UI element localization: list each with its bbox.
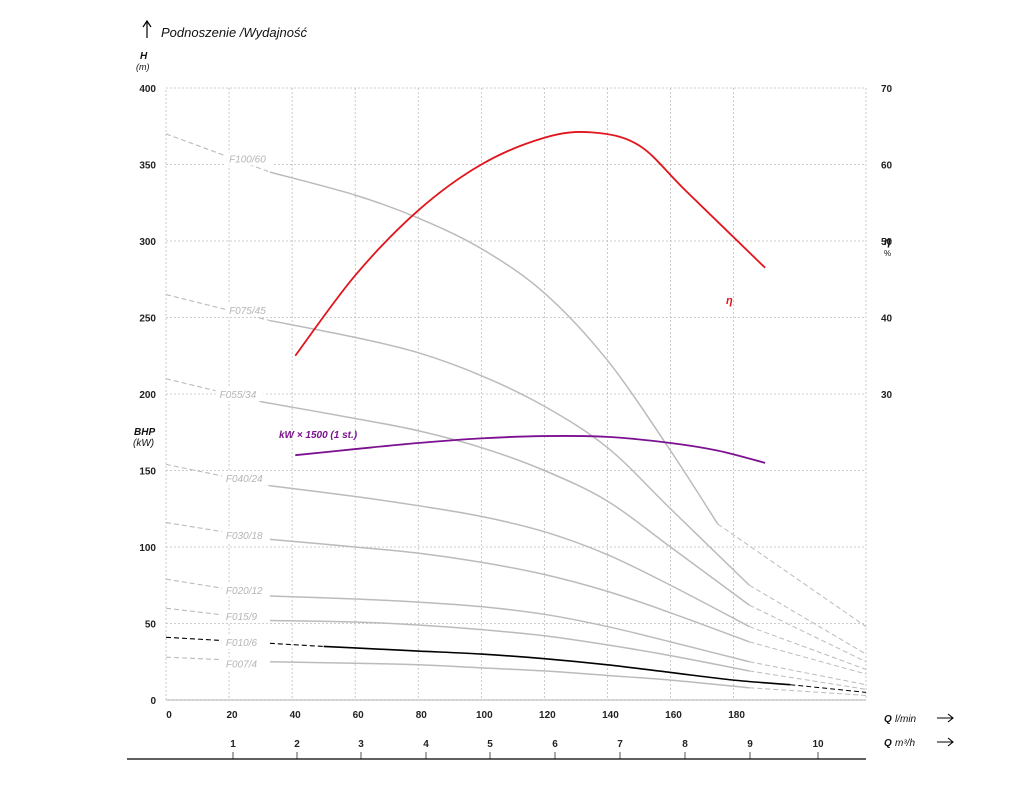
curve-dashed-start <box>165 133 271 173</box>
x-m3h-tick-label: 9 <box>747 739 753 750</box>
x-m3h-tick-label: 1 <box>230 739 236 750</box>
grid <box>165 87 867 701</box>
eta-tick-label: 50 <box>881 237 893 248</box>
curve-label: F007/4 <box>226 659 258 670</box>
curve-label: F020/12 <box>226 586 263 597</box>
x-axis-m3h-unit: m³/h <box>895 738 915 749</box>
x-axis-m3h-arrow-icon <box>937 737 954 747</box>
curve-dashed-start <box>165 607 271 621</box>
x-axis-lmin-unit: l/min <box>895 714 917 725</box>
x-m3h-tick-label: 3 <box>358 739 364 750</box>
labels: F100/60 F075/45 F055/34 F040/24 F030/18 F020/… <box>215 152 733 671</box>
chart-title: Podnoszenie /Wydajność <box>161 25 307 40</box>
x-lmin-tick-label: 100 <box>476 710 493 721</box>
curve-dashed-end <box>749 670 867 690</box>
eta-axis-label: η <box>884 236 891 248</box>
y-tick-label: 150 <box>139 467 156 478</box>
curve-f015-9 <box>270 619 750 672</box>
x-m3h-tick-label: 10 <box>812 739 824 750</box>
x-lmin-tick-label: 80 <box>416 710 428 721</box>
y-tick-label: 50 <box>145 620 157 631</box>
y-tick-label: 0 <box>150 696 156 707</box>
curve-label-backing <box>221 657 270 671</box>
curve-label-backing <box>221 635 270 649</box>
curve-dashed-start <box>165 656 271 663</box>
x-m3h-tick-label: 8 <box>682 739 688 750</box>
curve-f020-12 <box>270 595 750 663</box>
curve-label: F040/24 <box>226 474 263 485</box>
x-lmin-tick-label: 60 <box>353 710 365 721</box>
curve-label: F100/60 <box>229 154 266 165</box>
x-m3h-tick-label: 6 <box>552 739 558 750</box>
curve-dashed-end <box>749 661 867 686</box>
y-tick-label: 200 <box>139 390 156 401</box>
curve-label-backing <box>225 152 274 166</box>
eta-tick-label: 70 <box>881 84 893 95</box>
curve-label: F075/45 <box>229 306 266 317</box>
x-lmin-tick-label: 180 <box>728 710 745 721</box>
x-lmin-tick-label: 0 <box>166 710 172 721</box>
efficiency-curve-label: η <box>726 295 733 307</box>
x-lmin-tick-label: 160 <box>665 710 682 721</box>
curves <box>165 131 867 696</box>
x-axis-m3h-label: Q <box>884 738 892 749</box>
curve-dashed-end <box>749 604 867 663</box>
power-curve <box>295 435 766 464</box>
x-lmin-tick-label: 120 <box>539 710 556 721</box>
curve-dashed-end <box>717 523 867 627</box>
curve-f007-4 <box>270 661 750 689</box>
y-tick-label: 400 <box>139 84 156 95</box>
curve-f010-6 <box>323 645 791 686</box>
curve-f100-60 <box>269 171 719 525</box>
x-m3h-tick-label: 5 <box>487 739 493 750</box>
x-lmin-tick-label: 140 <box>602 710 619 721</box>
y-tick-label: 300 <box>139 237 156 248</box>
curve-f040-24 <box>269 485 750 628</box>
x-m3h-tick-label: 2 <box>294 739 300 750</box>
eta-tick-label: 40 <box>881 314 893 325</box>
curve-f030-18 <box>269 538 750 643</box>
efficiency-curve <box>294 131 766 357</box>
y-tick-label: 350 <box>139 161 156 172</box>
curve-dashed-end <box>749 584 867 655</box>
curve-label: F010/6 <box>226 638 258 649</box>
x-lmin-tick-label: 40 <box>290 710 302 721</box>
x-m3h-tick-label: 4 <box>423 739 429 750</box>
eta-tick-label: 60 <box>881 161 893 172</box>
y-tick-label: 250 <box>139 314 156 325</box>
y-tick-label: 100 <box>139 543 156 554</box>
curve-f075-45 <box>269 319 750 586</box>
y-axis-label: H <box>140 51 148 62</box>
curve-dashed-start <box>165 636 324 647</box>
curve-dashed-end <box>749 641 867 675</box>
curve-label-backing <box>215 388 264 401</box>
eta-axis-unit: % <box>884 249 891 258</box>
title-up-arrow-icon <box>142 19 152 38</box>
curve-dashed-end <box>790 684 867 693</box>
y-axis-unit: (m) <box>136 62 150 72</box>
curve-label-backing <box>225 303 274 317</box>
bhp-axis-label: BHP <box>134 427 155 438</box>
x-m3h-tick-label: 7 <box>617 739 623 750</box>
curve-label-backing <box>221 583 270 597</box>
eta-tick-label: 30 <box>881 390 893 401</box>
x-axis-lmin-label: Q <box>884 714 892 725</box>
curve-dashed-start <box>165 521 271 540</box>
x-axis-lmin-arrow-icon <box>937 713 954 723</box>
curve-dashed-end <box>749 626 867 670</box>
power-curve-label: kW × 1500 (1 st.) <box>279 430 358 441</box>
curve-dashed-end <box>749 687 867 696</box>
curve-dashed-start <box>165 578 271 597</box>
curve-label-backing <box>221 472 270 486</box>
x-lmin-tick-label: 20 <box>227 710 239 721</box>
curve-label: F015/9 <box>226 612 258 623</box>
curve-label: F055/34 <box>220 390 257 401</box>
bhp-axis-unit: (kW) <box>133 438 154 449</box>
curve-label-backing <box>221 528 270 542</box>
curve-label: F030/18 <box>226 531 263 542</box>
curve-label-backing <box>221 609 270 623</box>
curve-f055-34 <box>260 400 750 606</box>
